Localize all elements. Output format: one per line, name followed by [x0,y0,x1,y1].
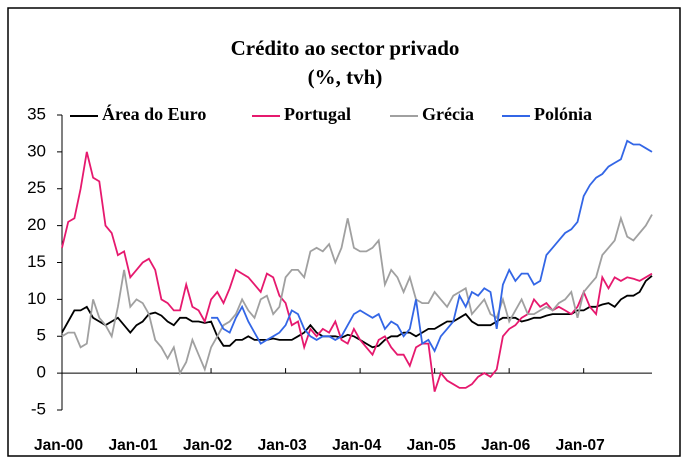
y-tick-label: -5 [31,399,46,418]
legend-label: Grécia [422,104,474,124]
x-tick-label: Jan-00 [34,437,83,454]
y-tick-label: 30 [27,141,46,160]
chart-subtitle: (%, tvh) [308,65,383,89]
y-tick-label: 10 [27,289,46,308]
legend-label: Portugal [284,104,351,124]
x-tick-label: Jan-06 [481,437,530,454]
y-tick-label: 15 [27,252,46,271]
y-tick-label: 0 [37,363,46,382]
x-tick-label: Jan-07 [556,437,605,454]
series-line [211,139,653,354]
y-tick-label: 5 [37,326,46,345]
series-line [61,214,653,376]
legend-label: Área do Euro [102,103,206,124]
legend-label: Polónia [534,104,592,124]
y-tick-label: 35 [27,104,46,123]
series-line [61,275,653,349]
chart-title: Crédito ao sector privado [231,36,460,60]
x-tick-label: Jan-01 [109,437,158,454]
x-tick-label: Jan-05 [407,437,456,454]
x-tick-label: Jan-04 [332,437,381,454]
x-tick-label: Jan-02 [183,437,232,454]
y-tick-label: 25 [27,178,46,197]
y-tick-label: 20 [27,215,46,234]
x-tick-label: Jan-03 [258,437,307,454]
